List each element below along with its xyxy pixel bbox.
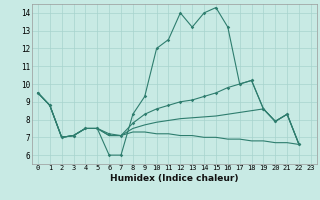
X-axis label: Humidex (Indice chaleur): Humidex (Indice chaleur) [110,174,239,183]
